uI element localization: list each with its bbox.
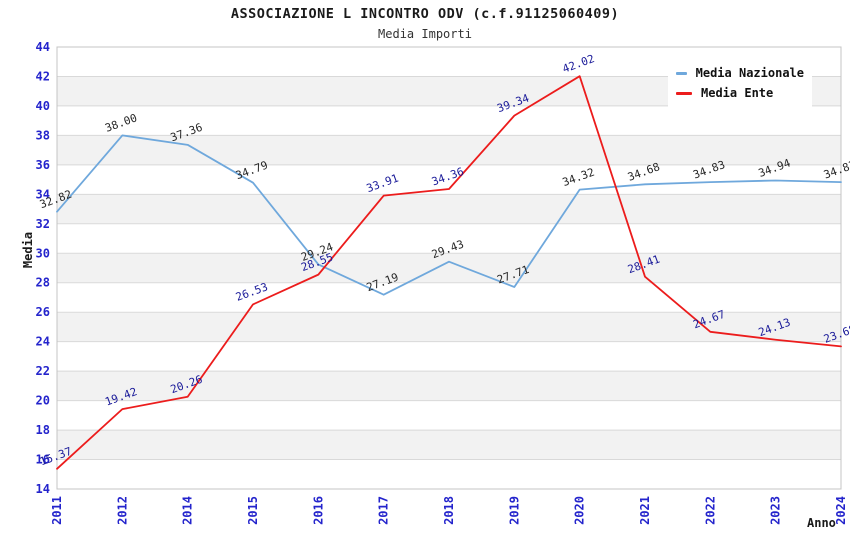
chart-subtitle: Media Importi xyxy=(378,27,472,41)
legend-swatch-icon xyxy=(676,91,692,95)
y-tick-label: 20 xyxy=(36,394,50,408)
y-tick-label: 14 xyxy=(36,482,50,496)
y-tick-label: 18 xyxy=(36,423,50,437)
legend-label: Media Ente xyxy=(701,86,774,100)
legend-item-media-nazionale: Media Nazionale xyxy=(676,63,804,83)
data-label-media-ente: 33.91 xyxy=(365,172,401,196)
y-tick-label: 30 xyxy=(36,246,50,260)
x-tick-label: 2023 xyxy=(769,496,783,525)
data-label-media-ente: 26.53 xyxy=(234,280,270,304)
data-label-media-nazionale: 34.32 xyxy=(561,166,597,190)
y-tick-label: 40 xyxy=(36,99,50,113)
x-tick-label: 2024 xyxy=(834,496,848,525)
y-tick-label: 42 xyxy=(36,69,50,83)
plot-band xyxy=(57,135,841,165)
plot-band xyxy=(57,430,841,460)
y-tick-label: 26 xyxy=(36,305,50,319)
x-tick-label: 2016 xyxy=(311,496,325,525)
x-tick-label: 2011 xyxy=(50,496,64,525)
y-tick-label: 38 xyxy=(36,128,50,142)
x-tick-label: 2018 xyxy=(442,496,456,525)
plot-band xyxy=(57,253,841,283)
data-label-media-ente: 34.36 xyxy=(430,165,466,189)
x-tick-label: 2019 xyxy=(507,496,521,525)
series-line-media-nazionale xyxy=(56,134,842,296)
chart-title: ASSOCIAZIONE L INCONTRO ODV (c.f.9112506… xyxy=(230,6,620,22)
legend: Media Nazionale Media Ente xyxy=(668,56,812,109)
x-tick-label: 2021 xyxy=(638,496,652,525)
y-tick-label: 34 xyxy=(36,187,50,201)
plot-border xyxy=(56,46,842,490)
y-tick-label: 22 xyxy=(36,364,50,378)
data-label-media-nazionale: 38.00 xyxy=(103,111,139,135)
y-tick-label: 16 xyxy=(36,453,50,467)
x-tick-label: 2015 xyxy=(246,496,260,525)
series-line-media-ente xyxy=(56,75,842,470)
y-tick-label: 44 xyxy=(36,40,50,54)
y-tick-label: 28 xyxy=(36,276,50,290)
x-tick-label: 2012 xyxy=(115,496,129,525)
y-tick-label: 36 xyxy=(36,158,50,172)
x-tick-label: 2020 xyxy=(573,496,587,525)
y-tick-label: 32 xyxy=(36,217,50,231)
legend-item-media-ente: Media Ente xyxy=(676,83,804,103)
legend-label: Media Nazionale xyxy=(695,66,804,80)
data-label-media-ente: 15.37 xyxy=(38,445,74,469)
y-axis-title: Media xyxy=(21,231,35,269)
legend-swatch-icon xyxy=(676,71,687,75)
x-tick-label: 2017 xyxy=(377,496,391,525)
x-tick-label: 2014 xyxy=(181,496,195,525)
y-tick-label: 24 xyxy=(36,335,50,349)
plot-band xyxy=(57,194,841,224)
x-tick-label: 2022 xyxy=(703,496,717,525)
plot-band xyxy=(57,312,841,342)
x-axis-title: Anno xyxy=(807,516,836,530)
data-label-media-ente: 42.02 xyxy=(561,52,597,76)
